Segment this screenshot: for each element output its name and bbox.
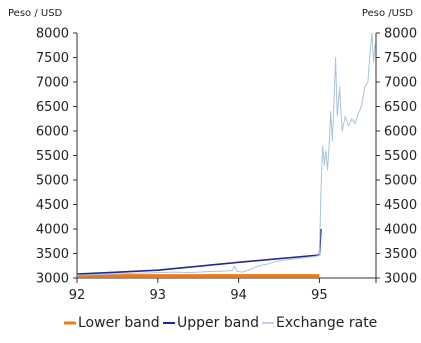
y-axis-label-left: Peso / USD	[8, 8, 63, 19]
x-tick-label: 94	[230, 288, 247, 303]
legend-label-upper-band: Upper band	[177, 315, 259, 331]
chart-legend: Lower band Upper band Exchange rate	[64, 315, 377, 331]
x-tick-label: 93	[150, 288, 167, 303]
y-tick-label-right: 5500	[384, 149, 417, 164]
y-tick-label-right: 7500	[384, 51, 417, 66]
x-tick-label: 95	[311, 288, 328, 303]
y-tick-label-left: 4500	[36, 198, 69, 213]
y-tick-label-right: 3500	[384, 247, 417, 262]
y-axis-label-right: Peso /USD	[362, 8, 413, 19]
y-tick-label-right: 3000	[384, 272, 417, 287]
x-tick-label: 92	[69, 288, 86, 303]
y-tick-label-left: 3000	[36, 272, 69, 287]
y-tick-label-right: 6500	[384, 100, 417, 115]
y-tick-label-right: 5000	[384, 174, 417, 189]
chart-series	[76, 32, 376, 278]
y-tick-label-right: 8000	[384, 27, 417, 42]
y-tick-label-right: 4500	[384, 198, 417, 213]
series-line-exchange-rate	[76, 32, 376, 276]
y-tick-label-right: 7000	[384, 76, 417, 91]
y-tick-label-left: 8000	[36, 27, 69, 42]
y-tick-label-right: 4000	[384, 223, 417, 238]
y-tick-label-left: 7500	[36, 51, 69, 66]
y-tick-label-left: 5500	[36, 149, 69, 164]
chart-axes: 3000 3000 3500 3500 4000 4000 4500 4500 5000 5000…	[36, 27, 417, 304]
series-line-upper-band	[76, 228, 322, 275]
y-tick-label-left: 6000	[36, 125, 69, 140]
y-tick-label-left: 6500	[36, 100, 69, 115]
y-tick-label-right: 6000	[384, 125, 417, 140]
legend-label-exchange-rate: Exchange rate	[276, 315, 377, 331]
y-tick-label-left: 4000	[36, 223, 69, 238]
legend-label-lower-band: Lower band	[78, 315, 160, 331]
y-tick-label-left: 7000	[36, 76, 69, 91]
y-tick-label-left: 5000	[36, 174, 69, 189]
y-tick-label-left: 3500	[36, 247, 69, 262]
